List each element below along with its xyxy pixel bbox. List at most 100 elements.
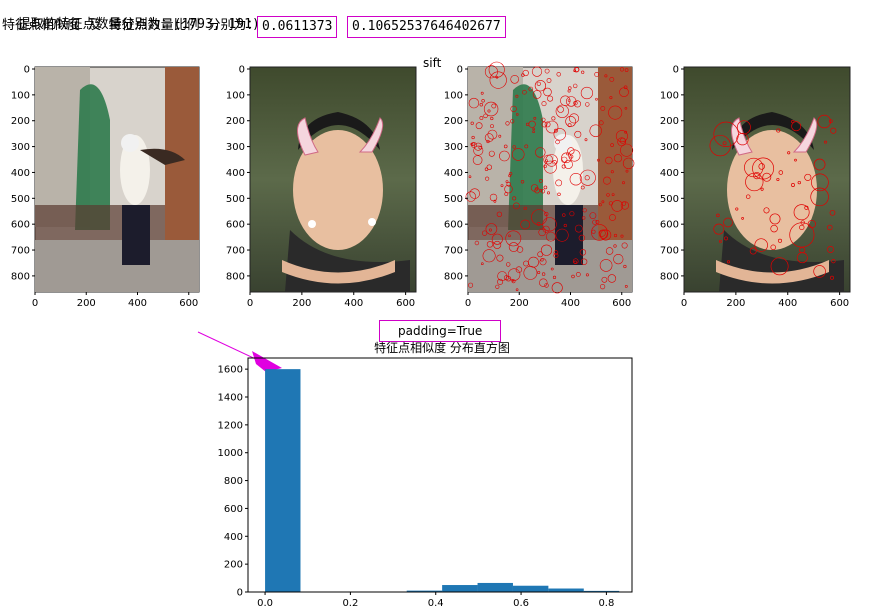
histogram-ytick-label: 1600 <box>218 365 243 376</box>
original-keypoints-panel <box>465 61 635 294</box>
histogram-bar <box>583 590 620 592</box>
image-ytick-label: 500 <box>226 194 245 205</box>
keypoint-marker <box>760 187 764 191</box>
keypoint-marker <box>624 130 628 134</box>
histogram-frame <box>247 357 633 593</box>
feature-count-label: 提取的特征点数量分别为： <box>17 17 174 32</box>
keypoint-marker <box>620 234 624 238</box>
keypoint-marker <box>718 239 722 243</box>
original-photo-panel <box>34 66 200 293</box>
keypoint-marker <box>536 81 541 86</box>
image-ytick-label: 200 <box>226 116 245 127</box>
keypoint-marker <box>778 170 784 175</box>
keypoint-marker <box>749 247 757 255</box>
keypoint-marker <box>541 101 547 107</box>
keypoint-marker <box>622 181 625 185</box>
keypoint-marker <box>513 202 520 210</box>
keypoint-marker <box>523 206 527 210</box>
keypoint-marker <box>499 150 510 162</box>
histogram-ytick-label: 800 <box>224 476 243 487</box>
keypoint-marker <box>544 160 557 174</box>
keypoint-marker <box>536 222 541 226</box>
feature-count-line: 提取的特征点数量分别为：(1793, 191) <box>2 1 260 33</box>
keypoint-marker <box>585 273 589 277</box>
image-ytick-label: 800 <box>11 271 30 282</box>
keypoint-marker <box>505 180 509 184</box>
keypoint-marker <box>568 149 581 162</box>
keypoint-marker <box>480 262 484 266</box>
image-ytick-label: 800 <box>226 271 245 282</box>
keypoint-marker <box>473 145 484 156</box>
keypoint-marker <box>567 99 571 102</box>
image-xtick-label: 400 <box>778 298 797 309</box>
histogram-xtick-label: 0.4 <box>428 598 444 609</box>
keypoint-marker <box>604 74 608 78</box>
keypoint-marker <box>567 147 575 155</box>
keypoint-marker <box>545 231 556 242</box>
image-ytick-label: 500 <box>11 194 30 205</box>
keypoint-marker <box>569 173 583 186</box>
keypoint-marker <box>804 205 809 210</box>
keypoint-marker <box>624 284 628 288</box>
keypoint-marker <box>624 68 629 72</box>
keypoint-marker <box>541 121 548 128</box>
keypoint-marker <box>770 257 789 276</box>
keypoint-marker <box>484 133 494 143</box>
histogram-bar <box>477 582 513 592</box>
keypoint-marker <box>547 95 554 102</box>
keypoint-marker <box>606 193 610 197</box>
image-ytick-label: 100 <box>444 90 463 101</box>
image-xtick-label: 400 <box>344 298 363 309</box>
image-xtick-label: 200 <box>292 298 311 309</box>
keypoint-marker <box>619 67 625 72</box>
keypoint-marker <box>607 274 617 283</box>
keypoint-marker <box>489 193 498 202</box>
keypoint-marker <box>541 272 546 276</box>
keypoint-marker <box>569 211 575 217</box>
image-ytick-label: 800 <box>444 271 463 282</box>
histogram-title: 特征点相似度 分布直方图 <box>374 340 510 355</box>
keypoint-marker <box>600 229 612 241</box>
keypoint-marker <box>724 236 728 241</box>
keypoint-marker <box>581 70 585 74</box>
image-xtick-label: 200 <box>510 298 529 309</box>
keypoint-marker <box>480 91 484 95</box>
keypoint-marker <box>831 258 836 264</box>
keypoint-marker <box>763 207 770 214</box>
annotation-arrow <box>197 331 282 372</box>
image-ytick-label: 700 <box>660 246 679 257</box>
keypoint-marker <box>620 143 634 157</box>
keypoint-marker <box>532 90 542 99</box>
keypoint-marker <box>811 173 829 192</box>
keypoint-marker <box>830 275 834 280</box>
keypoint-marker <box>551 282 563 294</box>
keypoint-marker <box>544 68 550 74</box>
keypoint-marker <box>543 185 548 190</box>
image-ytick-label: 300 <box>11 142 30 153</box>
similarity-line-label: 特征点相似度 及 特征点数量比例 分别为： <box>2 18 260 33</box>
keypoint-marker <box>471 142 476 147</box>
keypoint-marker <box>794 158 797 162</box>
keypoint-marker <box>504 184 513 194</box>
keypoint-marker <box>608 105 623 120</box>
keypoint-marker <box>592 219 598 225</box>
keypoint-marker <box>566 152 570 156</box>
keypoint-marker <box>619 87 629 97</box>
image-panels: 0 200 400 600 0 100 200 300 400 500 600 700 800 0 200 4… <box>11 61 851 309</box>
keypoint-marker <box>799 224 805 231</box>
image-ytick-label: 100 <box>226 90 245 101</box>
keypoint-marker <box>553 128 566 141</box>
keypoint-marker <box>796 252 808 264</box>
image-ytick-label: 300 <box>660 142 679 153</box>
keypoint-marker <box>479 116 484 120</box>
keypoint-marker <box>804 173 812 181</box>
image-ytick-label: 500 <box>660 194 679 205</box>
keypoint-marker <box>613 233 618 238</box>
histogram-xtick-label: 0.8 <box>598 598 614 609</box>
keypoint-marker <box>589 212 597 219</box>
image-ytick-label: 0 <box>673 65 679 76</box>
keypoint-marker <box>532 130 535 133</box>
keypoint-marker <box>540 244 553 256</box>
keypoint-marker <box>555 179 563 187</box>
keypoint-marker <box>776 128 781 133</box>
